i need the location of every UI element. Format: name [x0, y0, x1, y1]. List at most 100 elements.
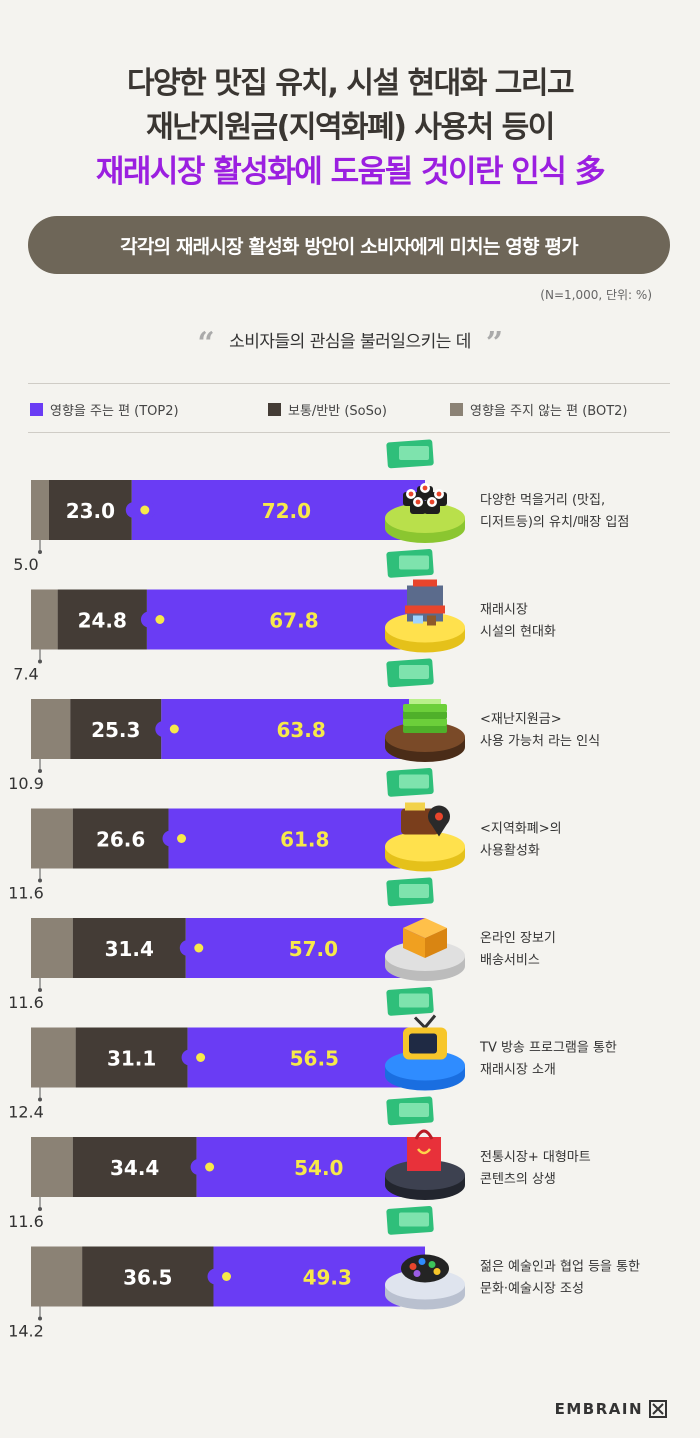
store-awning — [405, 605, 445, 614]
soso-value-label: 31.1 — [107, 1047, 156, 1071]
bar-top2 — [168, 808, 425, 869]
palette-paint — [413, 1270, 421, 1277]
bar-top2 — [131, 480, 426, 540]
sushi-fish — [408, 491, 414, 497]
bot2-leader-dot — [38, 1316, 42, 1321]
top2-value-label: 57.0 — [289, 937, 338, 961]
cash-top — [409, 699, 441, 704]
cash-layer — [403, 718, 447, 726]
wallet-map-pin-icon — [385, 768, 465, 872]
soso-value-label: 31.4 — [105, 937, 154, 961]
bar-soso — [72, 1137, 197, 1197]
money-bill-inner — [399, 446, 429, 460]
open-quote-mark: “ — [197, 326, 215, 361]
icon-base-top — [385, 1269, 465, 1300]
bar-knob-dot — [140, 505, 150, 515]
bar-soso — [70, 699, 162, 759]
category-label-line2: 재래시장 소개 — [480, 1063, 556, 1078]
bag-smile — [417, 1148, 431, 1155]
bar-bot2 — [31, 480, 49, 540]
bar-knob-dot — [196, 1053, 206, 1062]
category-label-line2: 사용활성화 — [480, 844, 540, 859]
bot2-value-label: 7.4 — [13, 665, 38, 684]
bar-soso — [49, 480, 132, 540]
store-door — [427, 615, 436, 626]
bot2-leader-dot — [38, 659, 42, 664]
top2-value-label: 49.3 — [303, 1266, 352, 1290]
legend: 영향을 주는 편 (TOP2) 보통/반반 (SoSo) 영향을 주지 않는 편… — [30, 400, 670, 419]
soso-value-label: 34.4 — [110, 1156, 159, 1180]
top2-value-label: 67.8 — [269, 609, 318, 633]
category-label-line2: 사용 가능처 라는 인식 — [480, 734, 600, 749]
map-pin-dot — [435, 812, 443, 821]
headline-line-1: 다양한 맛집 유치, 시설 현대화 그리고 — [126, 66, 575, 101]
bar-bot2 — [31, 699, 71, 759]
bar-bot2 — [31, 808, 73, 869]
shopping-bag-icon — [385, 1096, 465, 1200]
legend-label-bot2: 영향을 주지 않는 편 (BOT2) — [470, 404, 628, 419]
money-bill-inner — [399, 555, 429, 570]
money-bill-inner — [399, 1103, 429, 1117]
icon-base-top — [385, 612, 465, 643]
legend-item-top2: 영향을 주는 편 (TOP2) — [30, 400, 179, 419]
bot2-value-label: 14.2 — [8, 1322, 44, 1341]
sushi-icon — [385, 439, 465, 543]
bar-top2 — [146, 589, 426, 650]
top2-value-label: 56.5 — [290, 1047, 339, 1071]
bar-knob-dot — [205, 1162, 215, 1172]
icon-base-top — [385, 503, 465, 533]
top2-value-label: 61.8 — [280, 828, 329, 852]
bot2-leader-dot — [38, 550, 42, 554]
quote-caption: “ 소비자들의 관심을 불러일으키는 데 ” — [0, 326, 700, 361]
category-label-line1: 전통시장+ 대형마트 — [480, 1150, 591, 1165]
store-building — [407, 585, 443, 622]
legend-swatch-top2 — [30, 403, 43, 416]
tv-antenna — [413, 1014, 437, 1030]
bar-knob-dot — [222, 1272, 232, 1281]
bot2-leader-dot — [38, 1207, 42, 1211]
bar-knob-dot — [169, 724, 179, 734]
close-quote-mark: ” — [485, 326, 503, 361]
soso-value-label: 23.0 — [66, 499, 115, 523]
soso-value-label: 24.8 — [78, 609, 127, 633]
bag-handle — [414, 1129, 434, 1140]
palette-body — [401, 1254, 449, 1283]
bar-knob-dot — [155, 615, 165, 624]
top2-value-label: 54.0 — [294, 1156, 343, 1180]
palette-paint — [409, 1263, 417, 1270]
category-label-line1: 온라인 장보기 — [480, 931, 556, 946]
delivery-box-icon — [385, 877, 465, 981]
legend-item-bot2: 영향을 주지 않는 편 (BOT2) — [450, 400, 628, 419]
icon-base-top — [385, 831, 465, 862]
bar-bot2 — [31, 1027, 76, 1088]
tv-screen — [409, 1033, 437, 1054]
soso-value-label: 26.6 — [96, 828, 145, 852]
divider-legend — [28, 432, 670, 433]
category-label-line2: 배송서비스 — [480, 953, 540, 968]
sushi-fish — [436, 491, 442, 497]
sushi-fish — [415, 499, 421, 505]
bar-soso — [72, 918, 186, 978]
paint-palette-icon — [385, 1206, 465, 1310]
cash-layer — [403, 725, 447, 733]
money-bill-inner — [399, 993, 429, 1008]
top2-value-label: 63.8 — [276, 718, 325, 742]
palette-paint — [433, 1268, 441, 1275]
legend-label-top2: 영향을 주는 편 (TOP2) — [50, 404, 179, 419]
palette-paint — [428, 1261, 436, 1268]
legend-swatch-soso — [268, 403, 281, 416]
category-label-line2: 디저트등)의 유치/매장 입점 — [480, 515, 629, 530]
bot2-value-label: 12.4 — [8, 1103, 44, 1122]
bot2-leader-dot — [38, 1097, 42, 1102]
sushi-fish — [429, 499, 435, 505]
brand-name: EMBRAIN — [554, 1400, 643, 1418]
bot2-leader-dot — [38, 878, 42, 883]
wallet-card — [405, 802, 425, 811]
map-pin-tip — [430, 822, 448, 837]
bar-soso — [72, 808, 169, 869]
